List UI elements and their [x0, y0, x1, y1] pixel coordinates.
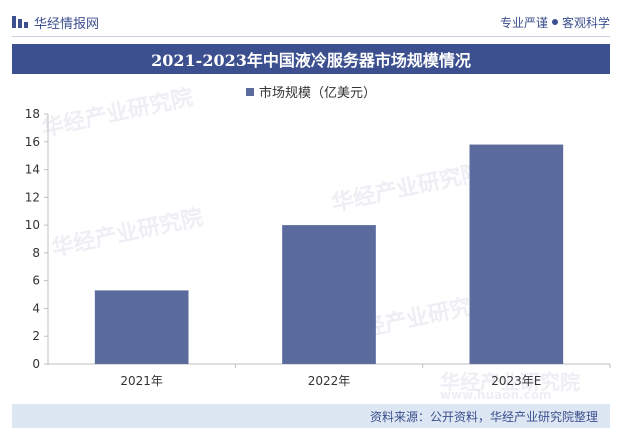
y-tick-label: 6: [32, 274, 40, 288]
x-tick-label: 2023年E: [491, 374, 541, 388]
tagline: 专业严谨 客观科学: [500, 14, 610, 31]
y-tick-label: 0: [32, 357, 40, 371]
brand-name: 华经情报网: [34, 16, 100, 32]
legend-label: 市场规模（亿美元）: [258, 86, 376, 101]
top-bar: 华经情报网 专业严谨 客观科学: [12, 8, 610, 37]
chart-title: 2021-2023年中国液冷服务器市场规模情况: [12, 44, 610, 74]
logo-icon: [12, 16, 28, 28]
bar: [282, 225, 376, 364]
y-tick-label: 12: [25, 190, 40, 204]
y-tick-label: 14: [25, 163, 40, 177]
y-tick-label: 16: [25, 135, 40, 149]
legend: 市场规模（亿美元）: [0, 82, 622, 101]
brand: 华经情报网: [12, 13, 99, 32]
y-tick-label: 8: [32, 246, 40, 260]
bar: [469, 144, 564, 364]
y-tick-label: 10: [25, 218, 40, 232]
footer: 资料来源：公开资料，华经产业研究院整理: [12, 404, 610, 428]
y-tick-label: 4: [32, 301, 40, 315]
x-tick-label: 2022年: [308, 374, 351, 388]
source-note: 资料来源：公开资料，华经产业研究院整理: [369, 409, 598, 424]
y-tick-label: 2: [32, 329, 40, 343]
tagline-second: 客观科学: [561, 15, 610, 30]
separator-dot-icon: [551, 19, 558, 25]
bar: [94, 290, 189, 364]
legend-swatch: [245, 87, 254, 96]
y-tick-label: 18: [25, 107, 40, 121]
tagline-first: 专业严谨: [499, 15, 548, 30]
x-tick-label: 2021年: [120, 374, 163, 388]
